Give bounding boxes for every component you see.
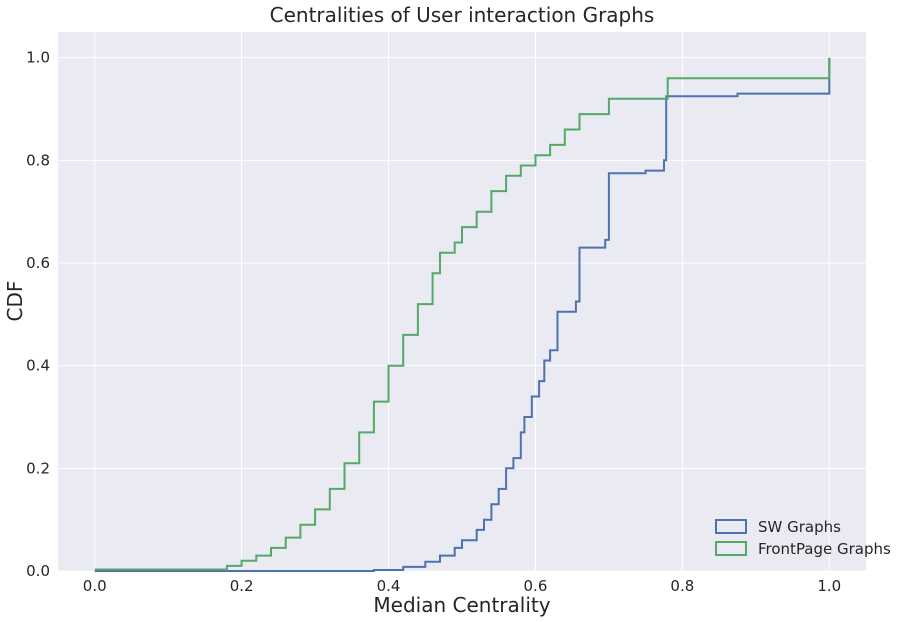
tick-layer: 0.0 0.2 0.4 0.6 0.8 1.0 0.0 0.2 0.4 0.6 0.8 1.0	[26, 49, 841, 595]
y-tick-label: 1.0	[26, 49, 50, 67]
chart-title: Centralities of User interaction Graphs	[270, 3, 655, 27]
y-tick-label: 0.6	[26, 254, 50, 272]
legend-label-frontpage: FrontPage Graphs	[758, 540, 891, 558]
y-tick-label: 0.0	[26, 562, 50, 580]
y-tick-label: 0.4	[26, 357, 50, 375]
series-line-frontpage-graphs	[94, 57, 831, 571]
legend: SW Graphs FrontPage Graphs	[715, 518, 891, 558]
x-tick-label: 0.8	[670, 577, 694, 595]
x-tick-label: 0.0	[83, 577, 107, 595]
series-line-sw-graphs	[94, 57, 831, 572]
legend-swatch-sw	[715, 519, 747, 534]
y-tick-label: 0.8	[26, 151, 50, 169]
y-axis-label: CDF	[3, 281, 27, 322]
plot-background	[58, 32, 866, 571]
x-tick-label: 1.0	[817, 577, 841, 595]
y-tick-label: 0.2	[26, 459, 50, 477]
x-axis-label: Median Centrality	[373, 593, 550, 617]
series-layer	[94, 57, 831, 572]
x-tick-label: 0.6	[524, 577, 548, 595]
x-tick-label: 0.2	[230, 577, 254, 595]
legend-label-sw: SW Graphs	[758, 518, 841, 536]
legend-swatch-frontpage	[715, 541, 747, 556]
x-tick-label: 0.4	[377, 577, 401, 595]
